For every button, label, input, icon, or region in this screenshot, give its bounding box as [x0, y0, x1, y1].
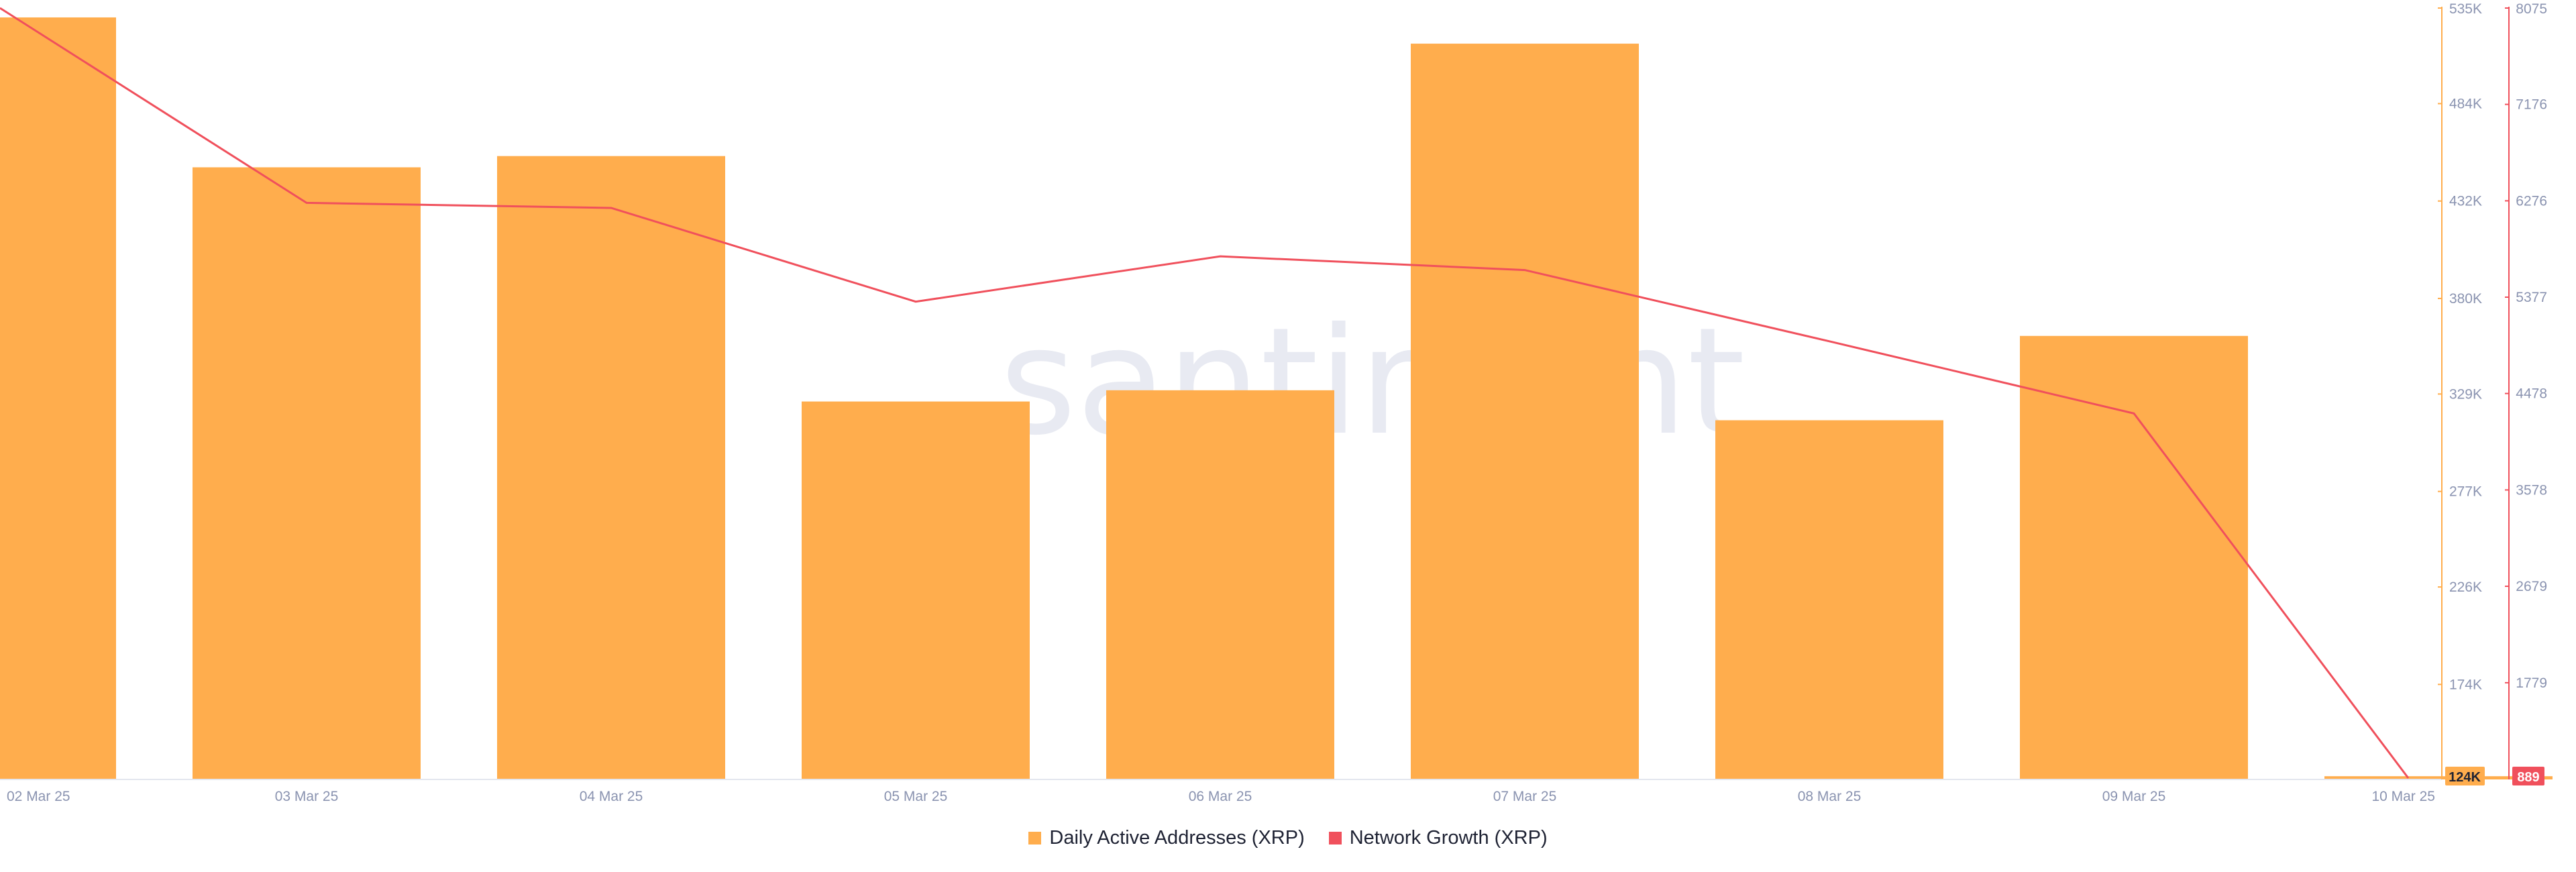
bar[interactable] [497, 156, 725, 779]
legend: Daily Active Addresses (XRP) Network Gro… [0, 827, 2576, 849]
bar-series-daily-active-addresses [0, 17, 2553, 780]
left-y-tick-label: 432K [2449, 194, 2482, 209]
left-axis-current-badge: 124K [2445, 767, 2485, 785]
legend-item-network-growth[interactable]: Network Growth (XRP) [1328, 827, 1548, 849]
bar[interactable] [193, 167, 421, 780]
left-y-tick-label: 277K [2449, 484, 2482, 500]
bar[interactable] [1715, 420, 1943, 779]
right-y-tick-label: 3578 [2516, 482, 2547, 498]
legend-swatch-red [1328, 832, 1342, 844]
legend-item-daily-active-addresses[interactable]: Daily Active Addresses (XRP) [1028, 827, 1305, 849]
legend-label: Network Growth (XRP) [1349, 827, 1548, 849]
left-y-tick-label: 535K [2449, 1, 2482, 17]
right-y-tick-label: 5377 [2516, 290, 2547, 305]
left-y-tick-label: 226K [2449, 580, 2482, 595]
legend-swatch-orange [1028, 832, 1042, 844]
bar[interactable] [2020, 335, 2248, 779]
left-y-tick-label: 174K [2449, 677, 2482, 692]
bar[interactable] [1411, 44, 1639, 779]
left-y-tick-label: 380K [2449, 291, 2482, 307]
line-series-network-growth [0, 7, 2410, 779]
x-tick-label: 08 Mar 25 [1798, 789, 1862, 804]
left-y-axis-ticks: 535K 484K 432K 380K 329K 277K 226K 174K [2438, 1, 2482, 692]
bar[interactable] [2324, 776, 2553, 779]
x-tick-label: 07 Mar 25 [1493, 789, 1557, 804]
x-tick-label: 06 Mar 25 [1189, 789, 1252, 804]
x-tick-label: 05 Mar 25 [884, 789, 948, 804]
bar[interactable] [1106, 390, 1334, 779]
right-y-tick-label: 1779 [2516, 675, 2547, 691]
x-tick-label: 04 Mar 25 [580, 789, 643, 804]
x-tick-label: 10 Mar 25 [2371, 789, 2435, 804]
right-y-tick-label: 7176 [2516, 97, 2547, 113]
bar[interactable] [802, 401, 1030, 779]
right-y-tick-label: 8075 [2516, 1, 2547, 17]
right-axis-current-badge: 889 [2512, 767, 2544, 785]
right-y-tick-label: 6276 [2516, 193, 2547, 209]
bar[interactable] [0, 17, 116, 779]
left-axis-current-value: 124K [2449, 770, 2481, 785]
left-y-tick-label: 484K [2449, 96, 2482, 111]
x-tick-label: 09 Mar 25 [2102, 789, 2166, 804]
right-axis-current-value: 889 [2517, 770, 2539, 785]
right-y-tick-label: 2679 [2516, 579, 2547, 594]
x-axis-ticks: 02 Mar 25 03 Mar 25 04 Mar 25 05 Mar 25 06 M… [7, 789, 2435, 804]
left-y-tick-label: 329K [2449, 386, 2482, 402]
x-tick-label: 03 Mar 25 [275, 789, 339, 804]
right-y-tick-label: 4478 [2516, 386, 2547, 402]
legend-label: Daily Active Addresses (XRP) [1049, 827, 1305, 849]
right-y-axis-ticks: 8075 7176 6276 5377 4478 3578 2679 1779 [2505, 1, 2547, 691]
x-tick-label: 02 Mar 25 [7, 789, 70, 804]
